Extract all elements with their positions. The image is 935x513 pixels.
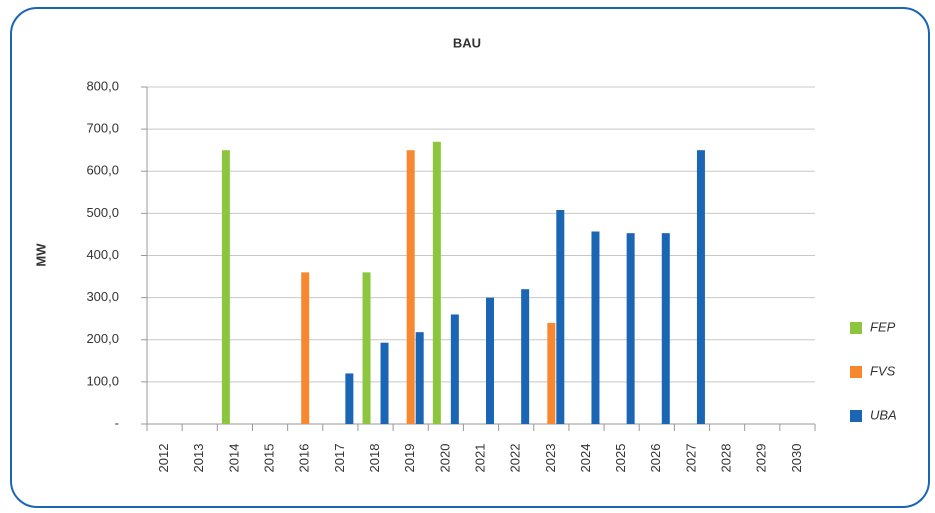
y-tick-label: 200,0 [86, 331, 119, 346]
bar [591, 231, 600, 424]
legend-swatch [850, 366, 862, 378]
bar [221, 150, 230, 424]
bar [696, 150, 705, 424]
bar [362, 272, 371, 424]
bar [450, 314, 459, 424]
x-tick-label: 2030 [789, 444, 804, 473]
bar [415, 332, 424, 424]
bar [301, 272, 310, 424]
bar [521, 289, 530, 424]
x-tick-label: 2014 [226, 444, 241, 473]
x-tick-label: 2018 [367, 444, 382, 473]
bar [661, 233, 670, 424]
y-tick-label: 400,0 [86, 247, 119, 262]
x-tick-label: 2025 [613, 444, 628, 473]
x-tick-label: 2021 [472, 444, 487, 473]
y-tick-label: - [115, 415, 119, 430]
y-tick-label: 500,0 [86, 205, 119, 220]
x-tick-label: 2012 [156, 444, 171, 473]
bar [547, 322, 556, 424]
x-tick-label: 2022 [508, 444, 523, 473]
legend-label: FVS [870, 363, 896, 378]
y-axis-label: MW [33, 243, 48, 267]
y-tick-label: 300,0 [86, 289, 119, 304]
chart-frame [10, 7, 930, 508]
x-tick-label: 2015 [261, 444, 276, 473]
y-tick-label: 700,0 [86, 121, 119, 136]
bar [556, 210, 565, 424]
y-tick-label: 100,0 [86, 373, 119, 388]
x-tick-label: 2016 [297, 444, 312, 473]
legend-swatch [850, 410, 862, 422]
x-tick-label: 2024 [578, 444, 593, 473]
bar [345, 373, 354, 424]
bar [380, 342, 389, 424]
x-tick-label: 2023 [543, 444, 558, 473]
bar [432, 141, 441, 424]
legend-swatch [850, 322, 862, 334]
y-tick-label: 600,0 [86, 163, 119, 178]
bar [406, 150, 415, 424]
bar [626, 233, 635, 424]
x-tick-label: 2027 [683, 444, 698, 473]
x-tick-label: 2026 [648, 444, 663, 473]
x-tick-label: 2017 [332, 444, 347, 473]
x-tick-label: 2019 [402, 444, 417, 473]
x-tick-label: 2029 [754, 444, 769, 473]
y-tick-label: 800,0 [86, 78, 119, 93]
x-tick-label: 2013 [191, 444, 206, 473]
bar [486, 297, 494, 424]
x-tick-label: 2020 [437, 444, 452, 473]
chart-title: BAU [453, 35, 481, 50]
x-tick-label: 2028 [719, 444, 734, 473]
legend-label: UBA [870, 407, 897, 422]
legend-label: FEP [870, 319, 896, 334]
